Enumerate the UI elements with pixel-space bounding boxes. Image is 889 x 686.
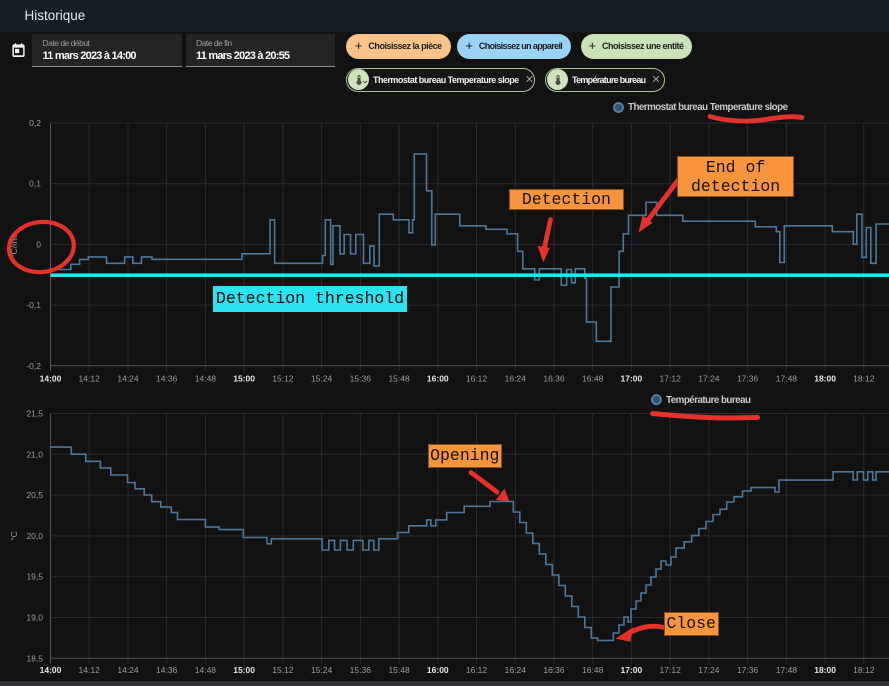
svg-text:15:12: 15:12: [272, 665, 294, 675]
svg-text:15:36: 15:36: [350, 374, 372, 384]
svg-text:17:36: 17:36: [737, 374, 759, 384]
svg-text:°C: °C: [9, 531, 19, 541]
svg-text:16:12: 16:12: [466, 374, 488, 384]
svg-text:16:24: 16:24: [505, 374, 527, 384]
svg-text:18:00: 18:00: [814, 665, 836, 675]
svg-text:14:12: 14:12: [79, 374, 101, 384]
svg-text:21,5: 21,5: [26, 409, 43, 419]
svg-text:0,1: 0,1: [29, 179, 41, 189]
svg-text:16:00: 16:00: [427, 665, 449, 675]
svg-text:-0,1: -0,1: [26, 300, 41, 310]
svg-text:18:00: 18:00: [814, 374, 836, 384]
svg-text:14:24: 14:24: [117, 665, 139, 675]
svg-text:19,0: 19,0: [26, 613, 43, 623]
svg-text:14:36: 14:36: [156, 665, 178, 675]
svg-text:16:24: 16:24: [505, 665, 527, 675]
svg-text:16:12: 16:12: [466, 665, 488, 675]
svg-text:14:48: 14:48: [195, 665, 217, 675]
svg-text:20,0: 20,0: [26, 531, 43, 541]
svg-text:15:24: 15:24: [311, 374, 333, 384]
svg-text:17:12: 17:12: [660, 665, 682, 675]
svg-text:14:36: 14:36: [156, 374, 178, 384]
svg-text:17:00: 17:00: [621, 374, 643, 384]
svg-text:17:48: 17:48: [776, 665, 798, 675]
svg-text:16:36: 16:36: [543, 665, 565, 675]
svg-text:18,5: 18,5: [26, 653, 43, 663]
svg-text:19,5: 19,5: [26, 572, 43, 582]
svg-text:14:00: 14:00: [40, 374, 62, 384]
svg-text:°C/min: °C/min: [9, 232, 19, 258]
svg-text:18:12: 18:12: [853, 665, 875, 675]
svg-text:14:12: 14:12: [79, 665, 101, 675]
svg-text:16:48: 16:48: [582, 665, 604, 675]
svg-text:20,5: 20,5: [26, 490, 43, 500]
svg-text:17:36: 17:36: [737, 665, 759, 675]
svg-text:15:00: 15:00: [233, 665, 255, 675]
svg-text:14:24: 14:24: [117, 374, 139, 384]
svg-text:18:12: 18:12: [853, 374, 875, 384]
svg-text:15:36: 15:36: [350, 665, 372, 675]
svg-text:21,0: 21,0: [26, 449, 43, 459]
svg-text:15:48: 15:48: [388, 665, 410, 675]
svg-text:14:00: 14:00: [40, 665, 62, 675]
svg-text:0,2: 0,2: [29, 118, 41, 128]
svg-text:17:24: 17:24: [698, 665, 720, 675]
svg-text:16:48: 16:48: [582, 374, 604, 384]
svg-text:0: 0: [36, 239, 41, 249]
svg-text:16:00: 16:00: [427, 374, 449, 384]
svg-text:17:00: 17:00: [621, 665, 643, 675]
svg-text:16:36: 16:36: [543, 374, 565, 384]
svg-text:17:12: 17:12: [660, 374, 682, 384]
svg-text:17:24: 17:24: [698, 374, 720, 384]
svg-text:15:00: 15:00: [233, 374, 255, 384]
svg-text:-0,2: -0,2: [26, 361, 41, 371]
svg-text:17:48: 17:48: [776, 374, 798, 384]
svg-text:15:48: 15:48: [388, 374, 410, 384]
svg-text:15:24: 15:24: [311, 665, 333, 675]
svg-text:15:12: 15:12: [272, 374, 294, 384]
svg-text:14:48: 14:48: [195, 374, 217, 384]
